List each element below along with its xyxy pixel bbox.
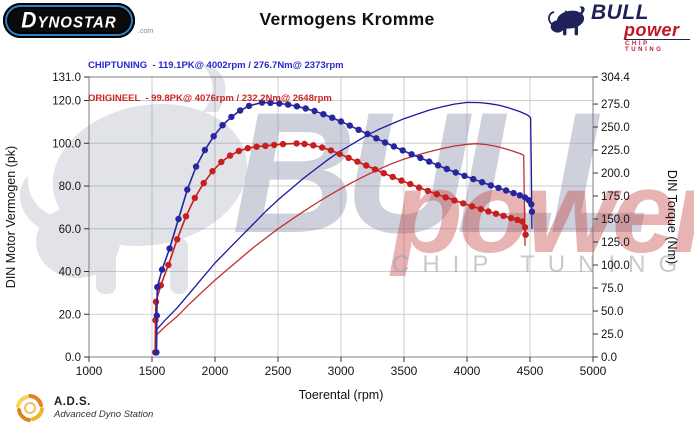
y-right-tick-label: 175.0 [601, 191, 630, 203]
ads-swirl-icon [16, 394, 44, 422]
ads-abbreviation: A.D.S. [54, 396, 91, 408]
ads-logo: A.D.S. Advanced Dyno Station [14, 392, 153, 424]
series-chiptuning-torque-nm- [153, 99, 536, 356]
bull-watermark-image [19, 64, 248, 294]
y-right-tick-label: 0.0 [601, 352, 617, 364]
y-left-tick-label: 80.0 [59, 181, 81, 193]
x-tick-label: 1500 [139, 364, 166, 378]
y-left-tick-label: 20.0 [59, 309, 81, 321]
x-tick-label: 3500 [391, 364, 418, 378]
y-left-tick-label: 40.0 [59, 267, 81, 279]
axes: 1000 1500 2000 2500 3000 3500 4000 4500 5000 131.… [4, 72, 679, 402]
ads-text: A.D.S. Advanced Dyno Station [54, 396, 153, 420]
x-axis-title: Toerental (rpm) [299, 388, 384, 402]
y-left-tick-label: 100.0 [52, 138, 81, 150]
y-right-tick-label: 275.0 [601, 99, 630, 111]
legend-origineel: ORIGINEEL - 99.8PK@ 4076rpm / 232.2Nm@ 2… [88, 93, 332, 104]
legend-chiptuning: CHIPTUNING - 119.1PK@ 4002rpm / 276.7Nm@… [88, 60, 344, 71]
bullpower-power-text: power [623, 20, 680, 40]
y-right-tick-label: 25.0 [601, 329, 623, 341]
data-series [152, 99, 536, 356]
y-right-tick-label: 125.0 [601, 237, 630, 249]
y-right-tick-label: 250.0 [601, 122, 630, 134]
bullpower-logo: BULL power CHIP TUNING [548, 2, 690, 53]
watermark-text-chiptuning: CHIP TUNING [392, 251, 690, 278]
x-tick-label: 2000 [202, 364, 229, 378]
series-origineel-torque-nm- [152, 140, 529, 356]
dynostar-logo-suffix: .com [138, 28, 154, 35]
ads-full-name: Advanced Dyno Station [54, 409, 154, 420]
y-right-tick-label: 200.0 [601, 168, 630, 180]
x-tick-label: 2500 [265, 364, 292, 378]
y-left-tick-label: 131.0 [52, 72, 81, 84]
y-right-tick-label: 50.0 [601, 306, 623, 318]
x-tick-label: 3000 [328, 364, 355, 378]
chart-legend: CHIPTUNING - 119.1PK@ 4002rpm / 276.7Nm@… [88, 38, 344, 126]
x-tick-label: 1000 [76, 364, 103, 378]
y-left-tick-label: 0.0 [65, 352, 81, 364]
watermark-text-power: power [389, 147, 694, 277]
y-right-tick-label: 100.0 [601, 260, 630, 272]
bullpower-bull-text: BULL [590, 1, 649, 24]
bullpower-chiptuning-text: CHIP TUNING [624, 39, 690, 53]
y-left-axis-title: DIN Motor Vermogen (pk) [4, 146, 18, 288]
series-chiptuning-power-pk- [155, 101, 533, 353]
y-right-axis-title: DIN Torque (Nm) [665, 170, 679, 264]
x-tick-label: 4500 [517, 364, 544, 378]
y-left-tick-label: 60.0 [59, 224, 81, 236]
bull-icon [548, 6, 585, 36]
y-left-tick-label: 120.0 [52, 96, 81, 108]
series-origineel-power-pk- [154, 143, 526, 353]
dynostar-logo: DYNOSTAR [3, 3, 135, 38]
y-right-tick-label: 150.0 [601, 214, 630, 226]
dynostar-logo-text: DYNOSTAR [21, 7, 117, 33]
x-tick-label: 5000 [580, 364, 607, 378]
y-right-tick-label: 225.0 [601, 145, 630, 157]
y-right-tick-label: 304.4 [601, 72, 630, 84]
bullpower-logo-text: BULL power CHIP TUNING [590, 1, 690, 53]
y-right-tick-label: 75.0 [601, 283, 623, 295]
x-tick-label: 4000 [454, 364, 481, 378]
